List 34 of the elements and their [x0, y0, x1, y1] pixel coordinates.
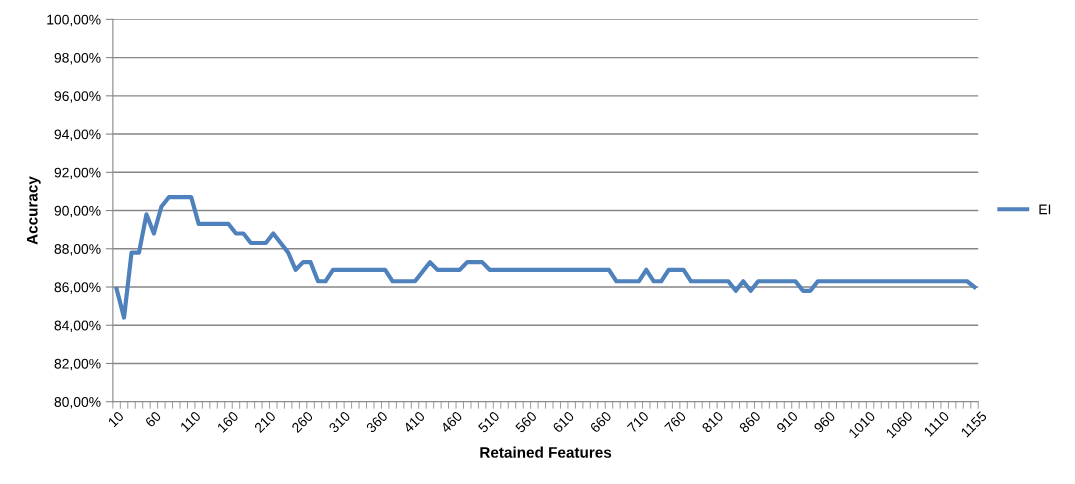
x-tick-label: 810 — [701, 410, 724, 434]
x-tick-label: 310 — [328, 410, 351, 434]
y-tick-label: 94,00% — [54, 129, 101, 141]
y-tick-label: 98,00% — [54, 52, 101, 65]
y-tick-label: 88,00% — [54, 244, 101, 256]
y-tick-label: 82,00% — [54, 358, 101, 371]
x-tick-label: 860 — [738, 410, 762, 434]
y-tick-label: 96,00% — [54, 91, 101, 103]
x-tick-label: 110 — [179, 410, 202, 433]
x-tick-label: 60 — [144, 410, 162, 428]
x-tick-label: 760 — [664, 410, 687, 434]
x-tick-label: 410 — [402, 410, 426, 434]
y-tick-label: 80,00% — [54, 397, 101, 409]
x-tick-label: 960 — [813, 410, 836, 434]
x-axis-title: Retained Features — [480, 446, 612, 458]
x-tick-label: 510 — [477, 410, 501, 434]
x-tick-label: 910 — [775, 410, 799, 434]
y-tick-label: 100,00% — [47, 14, 101, 27]
x-tick-label: 610 — [552, 410, 575, 434]
legend-label: EI — [1039, 204, 1051, 215]
x-tick-label: 710 — [626, 410, 650, 434]
x-tick-label: 360 — [365, 410, 389, 434]
y-tick-label: 84,00% — [54, 320, 101, 333]
y-tick-label: 90,00% — [54, 205, 101, 218]
x-tick-label: 460 — [440, 410, 463, 434]
x-tick-label: 160 — [216, 410, 239, 433]
x-tick-label: 260 — [291, 410, 314, 434]
x-tick-label: 10 — [107, 410, 125, 428]
x-tick-label: 210 — [253, 410, 277, 434]
y-tick-label: 86,00% — [54, 282, 101, 294]
y-tick-label: 92,00% — [54, 167, 101, 180]
x-tick-label: 560 — [514, 410, 538, 434]
y-axis-title: Accuracy — [27, 176, 41, 245]
x-tick-label: 660 — [589, 410, 612, 434]
